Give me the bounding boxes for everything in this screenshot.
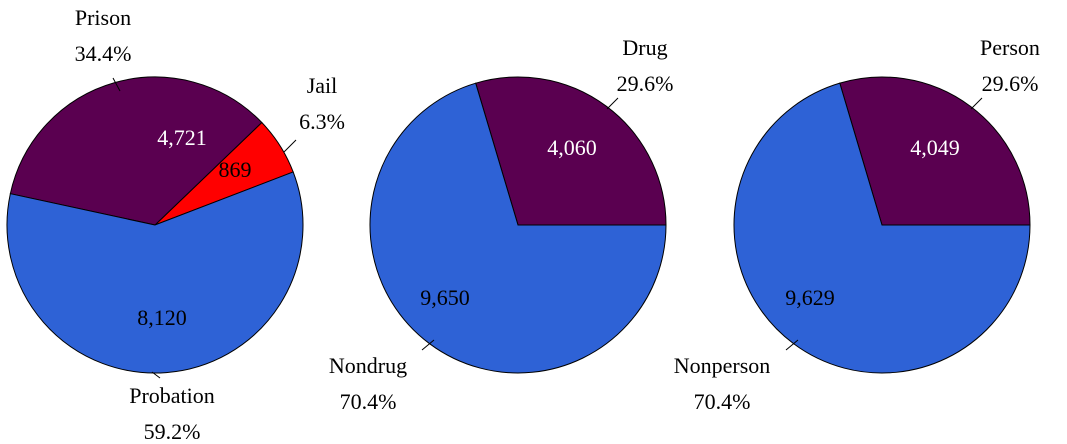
leader-line: [283, 139, 297, 153]
slice-category-label: Person: [980, 35, 1040, 60]
slice-value-label: 8,120: [137, 305, 187, 330]
leader-line: [421, 339, 435, 351]
pie-slice: [839, 76, 1031, 226]
slice-value-label: 4,721: [157, 125, 207, 150]
slice-percent-label: 29.6%: [982, 71, 1039, 96]
leader-line: [151, 371, 161, 379]
slice-percent-label: 59.2%: [144, 419, 201, 444]
slice-value-label: 4,060: [547, 135, 597, 160]
slice-percent-label: 29.6%: [617, 71, 674, 96]
slice-category-label: Drug: [622, 35, 667, 60]
leader-line: [785, 339, 799, 351]
pie-slice: [9, 76, 263, 226]
leader-line: [970, 97, 983, 110]
slice-category-label: Nonperson: [674, 353, 771, 378]
slice-percent-label: 70.4%: [340, 389, 397, 414]
leader-line: [606, 97, 619, 110]
pie-slice: [6, 171, 304, 374]
slice-percent-label: 70.4%: [694, 389, 751, 414]
slice-category-label: Prison: [75, 5, 131, 30]
slice-value-label: 9,629: [785, 285, 835, 310]
slice-category-label: Jail: [307, 73, 338, 98]
slice-category-label: Probation: [129, 383, 215, 408]
leader-line: [112, 77, 121, 92]
slice-value-label: 869: [219, 157, 252, 182]
slice-value-label: 9,650: [420, 285, 470, 310]
pie-slice: [475, 76, 667, 226]
slice-percent-label: 34.4%: [75, 41, 132, 66]
slice-value-label: 4,049: [910, 135, 960, 160]
slice-percent-label: 6.3%: [299, 109, 345, 134]
slice-category-label: Nondrug: [329, 353, 407, 378]
